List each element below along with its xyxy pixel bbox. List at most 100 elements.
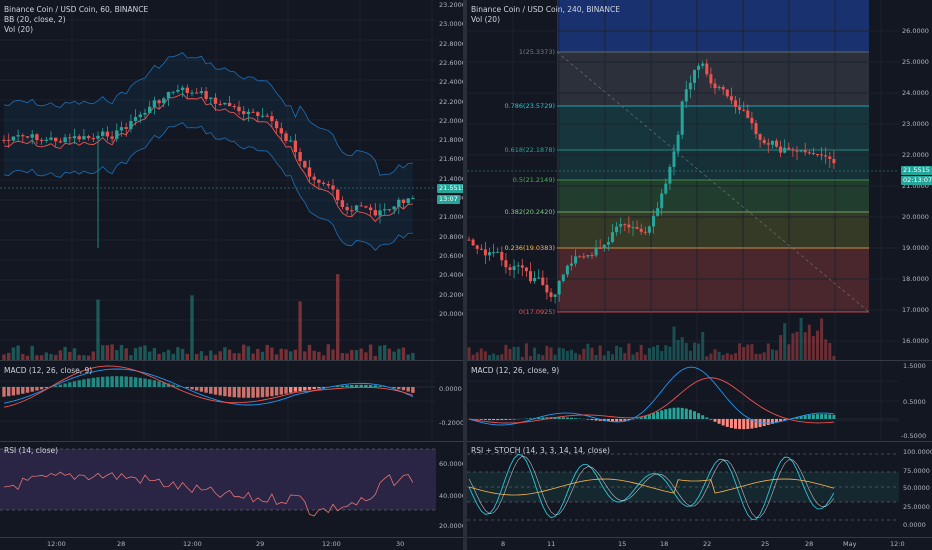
left-time-2: 12:00 — [183, 540, 202, 548]
candle-body — [54, 137, 58, 142]
candle-body — [512, 266, 516, 271]
right-time-axis[interactable]: 8 11 15 18 22 25 28 May 12:0 — [467, 538, 932, 550]
volume-bar — [787, 344, 791, 360]
left-rsi-legend[interactable]: RSI (14, close) — [4, 446, 59, 455]
macd-histogram-bar — [647, 414, 651, 419]
candle-body — [615, 226, 619, 233]
price-axis-label: 20.2000 — [439, 290, 463, 299]
macd-histogram-bar — [166, 383, 171, 387]
macd-histogram-bar — [190, 387, 194, 390]
macd-histogram-bar — [406, 387, 410, 392]
right-legend-vol[interactable]: Vol (20) — [471, 15, 501, 24]
right-price-chart[interactable]: 1(25.3373) 0.786(23.5729) 0.618(22.1878) 0.… — [467, 0, 932, 360]
candle-body — [195, 92, 199, 94]
macd-histogram-bar — [242, 387, 246, 398]
volume-bar — [411, 352, 415, 360]
left-rsi-chart[interactable] — [0, 442, 463, 537]
volume-bar — [227, 349, 232, 360]
volume-bar — [119, 345, 124, 360]
macd-histogram-bar — [289, 387, 293, 393]
volume-bar — [561, 348, 565, 360]
right-macd-legend[interactable]: MACD (12, 26, close, 9) — [471, 366, 560, 375]
bollinger-lower — [3, 122, 413, 252]
volume-bar — [639, 344, 643, 360]
center-divider[interactable] — [463, 0, 467, 550]
candle-body — [488, 252, 491, 256]
bollinger-upper — [3, 52, 413, 176]
right-stoch-legend[interactable]: RSI + STOCH (14, 3, 3, 14, 14, close) — [471, 446, 610, 455]
volume-bar — [828, 342, 832, 360]
macd-histogram-bar — [570, 417, 573, 419]
volume-bar — [260, 351, 265, 360]
volume-bar — [750, 344, 754, 360]
candle-body — [129, 121, 133, 129]
volume-bar — [758, 353, 762, 360]
volume-bar — [190, 295, 194, 360]
macd-histogram-bar — [557, 417, 561, 419]
left-macd-legend[interactable]: MACD (12, 26, close, 9) — [4, 366, 93, 375]
macd-histogram-bar — [25, 387, 30, 393]
candle-body — [350, 210, 354, 212]
volume-bar — [21, 353, 25, 360]
macd-histogram-bar — [537, 417, 541, 419]
candle-body — [218, 103, 222, 105]
candle-body — [701, 63, 705, 66]
left-price-axis[interactable]: 23.2000 23.0000 22.8000 22.6000 22.4000 22.20… — [436, 0, 463, 360]
macd-histogram-bar — [39, 387, 44, 390]
macd-histogram-bar — [816, 414, 819, 419]
right-divider-2 — [467, 441, 932, 442]
macd-histogram-bar — [668, 408, 672, 419]
right-time-5: 25 — [761, 540, 770, 548]
right-legend-symbol[interactable]: Binance Coin / USD Coin, 240, BINANCE — [471, 5, 621, 14]
macd-histogram-bar — [734, 419, 737, 429]
fib-trend-line — [556, 51, 870, 313]
left-time-axis[interactable]: 12:00 28 12:00 29 12:00 30 — [0, 538, 436, 550]
candle-body — [709, 74, 713, 84]
right-chart-panel[interactable]: 1(25.3373) 0.786(23.5729) 0.618(22.1878) 0.… — [467, 0, 932, 550]
volume-bar — [594, 354, 598, 360]
volume-bar — [754, 353, 758, 360]
volume-bar — [680, 337, 684, 360]
candle-body — [820, 154, 824, 156]
rsi-line — [3, 471, 414, 517]
candle-body — [627, 224, 631, 228]
volume-bar — [488, 354, 491, 360]
candle-body — [647, 226, 651, 233]
macd-histogram-bar — [44, 387, 48, 389]
right-macd-axis-0: 1.5000 — [903, 362, 926, 370]
left-rsi-axis-0: 60.0000 — [439, 460, 463, 468]
left-price-chart[interactable] — [0, 0, 463, 360]
macd-histogram-bar — [162, 382, 166, 387]
candle-body — [594, 247, 598, 256]
left-legend-bb[interactable]: BB (20, close, 2) — [4, 15, 66, 24]
candle-body — [705, 63, 709, 75]
right-stoch-chart[interactable] — [467, 442, 932, 537]
volume-bar — [803, 332, 807, 360]
macd-histogram-bar — [11, 387, 16, 396]
macd-histogram-bar — [746, 419, 750, 429]
macd-histogram-bar — [824, 414, 828, 419]
macd-histogram-bar — [185, 387, 189, 389]
candle-body — [504, 260, 508, 268]
volume-bar — [354, 350, 359, 360]
left-time-3: 29 — [256, 540, 265, 548]
macd-histogram-bar — [378, 385, 382, 387]
macd-histogram-bar — [157, 381, 161, 387]
candle-body — [672, 151, 676, 167]
volume-bar — [516, 346, 520, 360]
left-legend-symbol[interactable]: Binance Coin / USD Coin, 60, BINANCE — [4, 5, 149, 14]
left-macd-chart[interactable] — [0, 361, 463, 441]
volume-bar — [586, 343, 590, 360]
right-macd-chart[interactable] — [467, 361, 932, 441]
right-time-2: 15 — [618, 540, 627, 548]
left-legend-vol[interactable]: Vol (20) — [4, 25, 34, 34]
price-axis-label: 17.0000 — [902, 306, 929, 314]
volume-bar — [824, 339, 828, 360]
right-price-axis[interactable]: 26.0000 25.0000 24.0000 23.0000 22.0000 21.00… — [899, 0, 932, 360]
candle-body — [289, 140, 293, 142]
candle-body — [557, 281, 561, 295]
candle-body — [96, 135, 100, 139]
left-chart-panel[interactable]: Binance Coin / USD Coin, 60, BINANCE BB … — [0, 0, 463, 550]
candle-body — [166, 91, 171, 99]
macd-histogram-bar — [680, 407, 684, 419]
